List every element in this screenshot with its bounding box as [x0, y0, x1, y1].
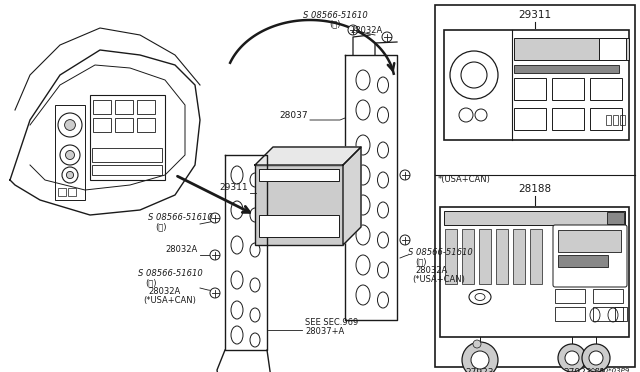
Circle shape — [60, 145, 80, 165]
Text: S 08566-51610: S 08566-51610 — [138, 269, 203, 278]
Circle shape — [400, 235, 410, 245]
Text: (４): (４) — [145, 278, 157, 287]
Bar — [513, 229, 525, 284]
Bar — [496, 229, 508, 284]
Circle shape — [210, 250, 220, 260]
Bar — [555, 307, 585, 321]
Bar — [514, 108, 546, 130]
Polygon shape — [343, 147, 361, 245]
Bar — [68, 188, 76, 196]
Bar — [435, 5, 635, 367]
Circle shape — [58, 113, 82, 137]
Bar — [445, 229, 457, 284]
Bar — [514, 78, 546, 100]
Text: (４): (４) — [329, 19, 340, 28]
Text: 28032A: 28032A — [148, 287, 180, 296]
Circle shape — [382, 32, 392, 42]
Bar — [590, 78, 622, 100]
Bar — [115, 118, 133, 132]
Text: S 08566-51610: S 08566-51610 — [148, 213, 212, 222]
Bar — [552, 108, 584, 130]
FancyBboxPatch shape — [553, 225, 627, 287]
Text: 28188: 28188 — [518, 184, 552, 194]
Bar — [590, 108, 622, 130]
Bar — [58, 188, 66, 196]
Circle shape — [558, 344, 586, 372]
Bar — [620, 115, 625, 125]
Bar — [255, 165, 343, 245]
Bar — [137, 118, 155, 132]
Text: (４): (４) — [415, 257, 426, 266]
Circle shape — [210, 213, 220, 223]
Bar — [593, 307, 623, 321]
Bar — [530, 229, 542, 284]
Circle shape — [210, 288, 220, 298]
Bar — [514, 65, 619, 73]
Circle shape — [471, 351, 489, 369]
Bar — [92, 148, 162, 162]
Circle shape — [67, 171, 74, 179]
Text: ^P80*03P9: ^P80*03P9 — [589, 368, 630, 372]
Bar — [259, 169, 339, 181]
Text: 28037: 28037 — [280, 111, 308, 120]
Bar — [613, 115, 618, 125]
Text: *(USA+CAN): *(USA+CAN) — [438, 175, 491, 184]
Polygon shape — [255, 147, 361, 165]
Bar — [115, 100, 133, 114]
Bar — [607, 212, 624, 224]
Circle shape — [462, 342, 498, 372]
Text: (４): (４) — [155, 222, 166, 231]
Bar — [558, 230, 621, 252]
Circle shape — [582, 344, 610, 372]
Text: S 08566-51610: S 08566-51610 — [408, 248, 473, 257]
Circle shape — [65, 120, 76, 131]
Bar — [615, 307, 627, 321]
Bar — [593, 289, 623, 303]
Circle shape — [62, 167, 78, 183]
Text: 28032A: 28032A — [165, 245, 197, 254]
Bar — [137, 100, 155, 114]
Bar — [55, 105, 85, 200]
Bar — [444, 30, 629, 140]
Circle shape — [65, 151, 74, 160]
Text: 28032A: 28032A — [415, 266, 447, 275]
Text: 27923+A: 27923+A — [563, 368, 605, 372]
Circle shape — [565, 351, 579, 365]
Bar — [599, 38, 626, 60]
Text: 29311: 29311 — [220, 183, 248, 192]
Text: 29311: 29311 — [518, 10, 552, 20]
Text: 28032A: 28032A — [350, 26, 382, 35]
Bar — [514, 38, 629, 60]
Bar — [259, 215, 339, 237]
Text: SEE SEC.969: SEE SEC.969 — [305, 318, 358, 327]
Circle shape — [400, 170, 410, 180]
Bar — [444, 211, 625, 225]
Bar — [479, 229, 491, 284]
Bar — [462, 229, 474, 284]
Circle shape — [473, 340, 481, 348]
Bar — [555, 289, 585, 303]
Text: (*USA+CAN): (*USA+CAN) — [143, 296, 196, 305]
Bar — [606, 115, 611, 125]
Bar — [93, 118, 111, 132]
Text: S 08566-51610: S 08566-51610 — [303, 11, 367, 20]
Bar — [90, 95, 165, 180]
Bar — [92, 165, 162, 175]
Bar — [558, 255, 608, 267]
Text: 27923: 27923 — [466, 368, 494, 372]
Text: 28037+A: 28037+A — [305, 327, 344, 336]
Bar — [93, 100, 111, 114]
Circle shape — [589, 351, 603, 365]
Circle shape — [348, 25, 358, 35]
Text: (*USA+CAN): (*USA+CAN) — [412, 275, 465, 284]
Bar — [440, 207, 629, 337]
Bar — [552, 78, 584, 100]
